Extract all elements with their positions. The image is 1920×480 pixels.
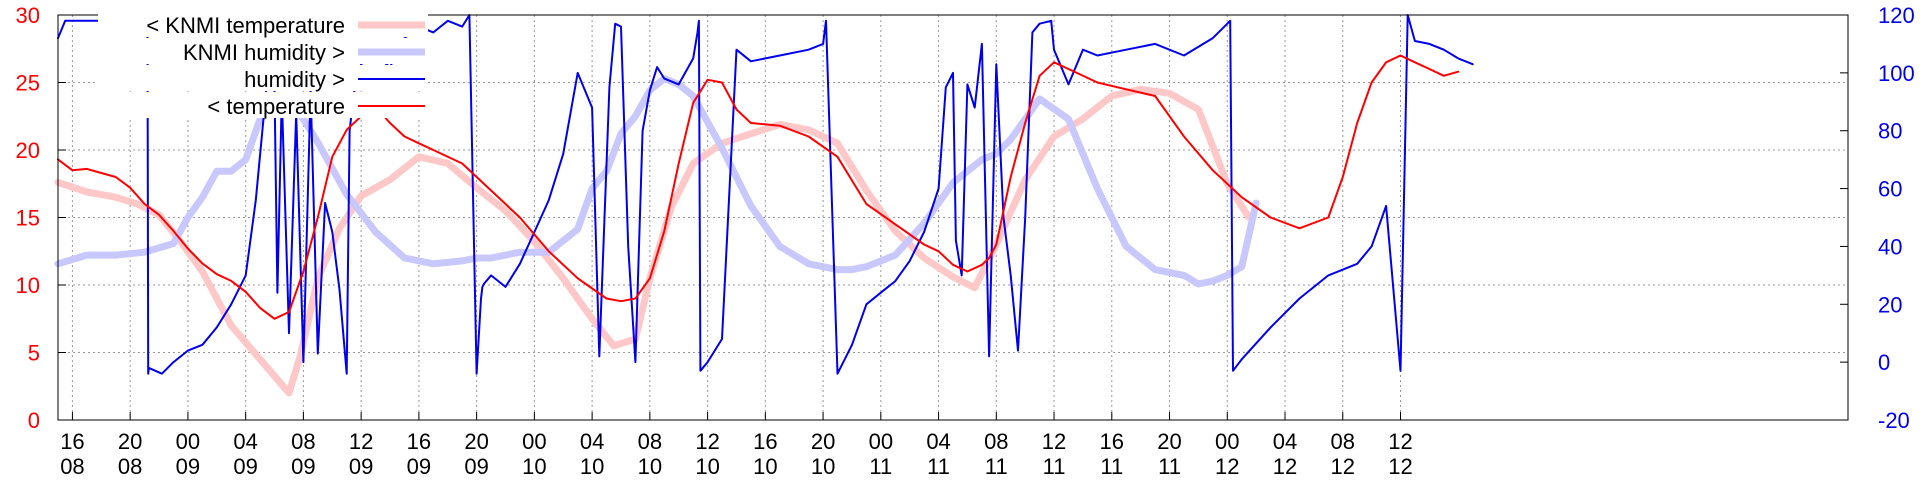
left-axis-tick-label: 15 xyxy=(16,206,40,231)
x-axis-tick-label-day: 10 xyxy=(522,454,546,479)
x-axis-tick-label-day: 12 xyxy=(1273,454,1297,479)
x-axis-tick-label-day: 11 xyxy=(1043,454,1066,479)
series-line-temperature xyxy=(57,54,1460,320)
x-axis-tick-label-day: 09 xyxy=(407,454,431,479)
x-axis-tick-label-day: 12 xyxy=(1331,454,1355,479)
left-axis-tick-label: 0 xyxy=(28,408,40,433)
x-axis-tick-label-day: 10 xyxy=(753,454,777,479)
right-axis-tick-label: 60 xyxy=(1878,177,1902,202)
right-axis-tick-label: 20 xyxy=(1878,292,1902,317)
right-axis-tick-label: -20 xyxy=(1878,408,1910,433)
x-axis-tick-label-hour: 12 xyxy=(1042,429,1066,454)
x-axis-tick-label-day: 09 xyxy=(291,454,315,479)
left-axis: 0 5 10 15 20 25 30 xyxy=(16,3,66,433)
x-axis-tick-label-hour: 08 xyxy=(291,429,315,454)
x-axis-tick-label-day: 09 xyxy=(464,454,488,479)
legend-label-knmi-temperature: < KNMI temperature xyxy=(146,13,345,38)
x-axis-tick-label-hour: 04 xyxy=(926,429,950,454)
x-axis-tick-label-day: 09 xyxy=(176,454,200,479)
x-axis-tick-label-day: 11 xyxy=(869,454,892,479)
legend-label-temperature: < temperature xyxy=(207,94,345,119)
x-axis: 1608200800090409080912091609200900100410… xyxy=(60,412,1413,479)
legend-label-humidity: humidity > xyxy=(244,67,345,92)
x-axis-tick-label-day: 10 xyxy=(695,454,719,479)
x-axis-tick-label-hour: 20 xyxy=(464,429,488,454)
left-axis-tick-label: 30 xyxy=(16,3,40,28)
grid xyxy=(58,15,1848,420)
x-axis-tick-label-day: 11 xyxy=(985,454,1008,479)
right-axis-tick-label: 120 xyxy=(1878,3,1915,28)
x-axis-tick-label-day: 10 xyxy=(638,454,662,479)
left-axis-tick-label: 20 xyxy=(16,138,40,163)
series-line-knmi-humidity xyxy=(54,75,1260,288)
x-axis-tick-label-hour: 12 xyxy=(1388,429,1412,454)
x-axis-tick-label-day: 09 xyxy=(349,454,373,479)
x-axis-tick-label-hour: 16 xyxy=(60,429,84,454)
x-axis-tick-label-hour: 08 xyxy=(638,429,662,454)
x-axis-tick-label-day: 11 xyxy=(1158,454,1181,479)
x-axis-tick-label-hour: 04 xyxy=(233,429,257,454)
x-axis-tick-label-day: 12 xyxy=(1388,454,1412,479)
left-axis-tick-label: 5 xyxy=(28,341,40,366)
x-axis-tick-label-hour: 00 xyxy=(522,429,546,454)
x-axis-tick-label-hour: 12 xyxy=(349,429,373,454)
x-axis-tick-label-day: 12 xyxy=(1215,454,1239,479)
right-axis-tick-label: 100 xyxy=(1878,61,1915,86)
x-axis-tick-label-hour: 16 xyxy=(407,429,431,454)
x-axis-tick-label-day: 11 xyxy=(927,454,950,479)
x-axis-tick-label-hour: 00 xyxy=(1215,429,1239,454)
x-axis-tick-label-hour: 04 xyxy=(1273,429,1297,454)
x-axis-tick-label-day: 10 xyxy=(580,454,604,479)
x-axis-tick-label-hour: 00 xyxy=(176,429,200,454)
x-axis-tick-label-day: 08 xyxy=(118,454,142,479)
x-axis-tick-label-hour: 16 xyxy=(753,429,777,454)
left-axis-tick-label: 25 xyxy=(16,71,40,96)
x-axis-tick-label-hour: 20 xyxy=(811,429,835,454)
right-axis-tick-label: 80 xyxy=(1878,119,1902,144)
left-axis-tick-label: 10 xyxy=(16,273,40,298)
x-axis-tick-label-hour: 20 xyxy=(1157,429,1181,454)
x-axis-tick-label-day: 08 xyxy=(60,454,84,479)
x-axis-tick-label-day: 09 xyxy=(233,454,257,479)
x-axis-tick-label-hour: 20 xyxy=(118,429,142,454)
right-axis-tick-label: 0 xyxy=(1878,350,1890,375)
x-axis-tick-label-hour: 00 xyxy=(869,429,893,454)
x-axis-tick-label-hour: 08 xyxy=(984,429,1008,454)
right-axis: -20 0 20 40 60 80 100 120 xyxy=(1840,3,1915,433)
x-axis-tick-label-hour: 08 xyxy=(1331,429,1355,454)
x-axis-tick-label-hour: 12 xyxy=(695,429,719,454)
right-axis-tick-label: 40 xyxy=(1878,234,1902,259)
x-axis-tick-label-day: 10 xyxy=(811,454,835,479)
series-line-knmi-temperature xyxy=(54,85,1253,397)
x-axis-tick-label-day: 11 xyxy=(1100,454,1123,479)
legend-label-knmi-humidity: KNMI humidity > xyxy=(183,40,345,65)
x-axis-tick-label-hour: 16 xyxy=(1100,429,1124,454)
x-axis-tick-label-hour: 04 xyxy=(580,429,604,454)
